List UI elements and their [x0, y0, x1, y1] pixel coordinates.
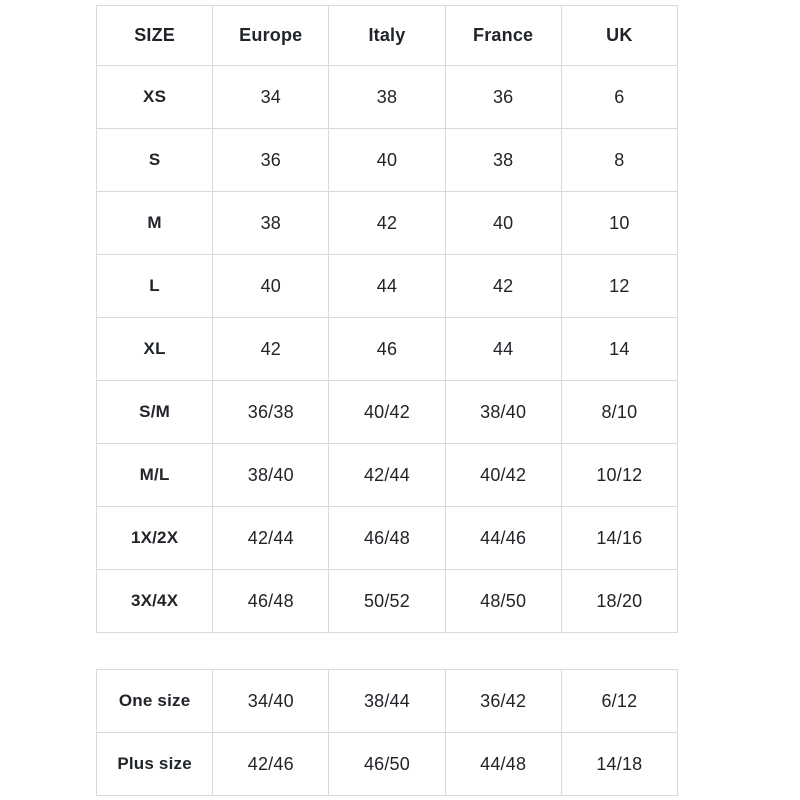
size-value-cell: 36 [212, 128, 330, 192]
size-value-cell: 36 [444, 65, 562, 129]
size-value-cell: 38 [444, 128, 562, 192]
region-column-header: Europe [212, 5, 330, 66]
row-label-cell: M [95, 191, 214, 255]
table-row: 3X/4X 46/48 50/52 48/50 18/20 [95, 569, 679, 633]
size-value-cell: 14/18 [560, 732, 679, 796]
region-column-header: Italy [328, 5, 446, 66]
size-value-cell: 40/42 [328, 380, 446, 444]
table-row: L 40 44 42 12 [95, 254, 679, 318]
size-value-cell: 46/48 [212, 569, 330, 633]
size-value-cell: 38 [212, 191, 330, 255]
row-label-cell: One size [95, 669, 214, 733]
size-value-cell: 38/44 [328, 669, 446, 733]
table-row: M 38 42 40 10 [95, 191, 679, 255]
size-value-cell: 42/44 [328, 443, 446, 507]
size-value-cell: 8/10 [560, 380, 679, 444]
size-value-cell: 42 [328, 191, 446, 255]
size-value-cell: 14 [560, 317, 679, 381]
size-value-cell: 36/42 [444, 669, 562, 733]
header-row: SIZE Europe Italy France UK [95, 5, 679, 66]
size-value-cell: 40 [444, 191, 562, 255]
table-row: 1X/2X 42/44 46/48 44/46 14/16 [95, 506, 679, 570]
row-label-cell: XL [95, 317, 214, 381]
size-value-cell: 44/46 [444, 506, 562, 570]
size-value-cell: 42/44 [212, 506, 330, 570]
size-column-header: SIZE [95, 5, 214, 66]
table-row: Plus size 42/46 46/50 44/48 14/18 [95, 732, 679, 796]
row-label-cell: S/M [95, 380, 214, 444]
table-row: S/M 36/38 40/42 38/40 8/10 [95, 380, 679, 444]
size-value-cell: 14/16 [560, 506, 679, 570]
size-value-cell: 44 [328, 254, 446, 318]
row-label-cell: Plus size [95, 732, 214, 796]
size-value-cell: 44 [444, 317, 562, 381]
size-value-cell: 50/52 [328, 569, 446, 633]
table-row: M/L 38/40 42/44 40/42 10/12 [95, 443, 679, 507]
row-label-cell: M/L [95, 443, 214, 507]
row-label-cell: XS [95, 65, 214, 129]
row-label-cell: 3X/4X [95, 569, 214, 633]
table-row: S 36 40 38 8 [95, 128, 679, 192]
size-value-cell: 6 [560, 65, 679, 129]
size-value-cell: 40 [212, 254, 330, 318]
size-value-cell: 42/46 [212, 732, 330, 796]
size-value-cell: 44/48 [444, 732, 562, 796]
size-value-cell: 36/38 [212, 380, 330, 444]
size-charts-container: SIZE Europe Italy France UK XS 34 38 36 6 S 36 40 38 8… [95, 5, 679, 796]
size-value-cell: 38/40 [212, 443, 330, 507]
size-value-cell: 10 [560, 191, 679, 255]
size-value-cell: 40/42 [444, 443, 562, 507]
size-value-cell: 34 [212, 65, 330, 129]
size-value-cell: 38 [328, 65, 446, 129]
table-row: XL 42 46 44 14 [95, 317, 679, 381]
table-row: XS 34 38 36 6 [95, 65, 679, 129]
row-label-cell: 1X/2X [95, 506, 214, 570]
size-value-cell: 40 [328, 128, 446, 192]
size-value-cell: 12 [560, 254, 679, 318]
special-sizes-table: One size 34/40 38/44 36/42 6/12 Plus size 42/4… [95, 669, 679, 796]
size-value-cell: 10/12 [560, 443, 679, 507]
region-column-header: France [444, 5, 562, 66]
table-row: One size 34/40 38/44 36/42 6/12 [95, 669, 679, 733]
size-value-cell: 18/20 [560, 569, 679, 633]
region-column-header: UK [560, 5, 679, 66]
size-value-cell: 46/48 [328, 506, 446, 570]
row-label-cell: L [95, 254, 214, 318]
size-value-cell: 46/50 [328, 732, 446, 796]
size-conversion-table: SIZE Europe Italy France UK XS 34 38 36 6 S 36 40 38 8… [95, 5, 679, 633]
size-value-cell: 6/12 [560, 669, 679, 733]
size-value-cell: 34/40 [212, 669, 330, 733]
table-gap-spacer [96, 633, 678, 669]
size-value-cell: 8 [560, 128, 679, 192]
size-value-cell: 42 [212, 317, 330, 381]
size-value-cell: 48/50 [444, 569, 562, 633]
row-label-cell: S [95, 128, 214, 192]
size-value-cell: 42 [444, 254, 562, 318]
size-value-cell: 46 [328, 317, 446, 381]
size-value-cell: 38/40 [444, 380, 562, 444]
